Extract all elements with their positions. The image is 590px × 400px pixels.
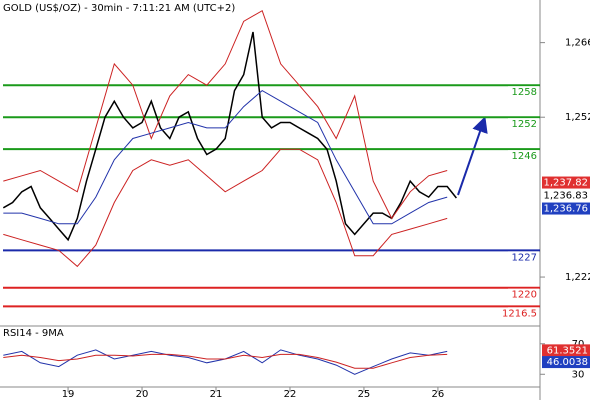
level-label: 1220	[512, 290, 537, 301]
x-tick-label: 25	[358, 389, 371, 400]
x-tick-label: 21	[210, 389, 223, 400]
level-label: 1246	[512, 151, 537, 162]
level-label: 1258	[512, 87, 537, 98]
level-label-box	[508, 118, 539, 131]
level-label-box	[508, 307, 539, 320]
price-tag-label: 1,236.83	[543, 191, 588, 202]
forecast-arrow	[457, 116, 488, 196]
indicator-line	[3, 9, 448, 220]
level-label-box	[508, 288, 539, 301]
rsi-tick-label: 70	[572, 339, 585, 350]
price-tag	[542, 344, 590, 357]
price-tag	[542, 189, 590, 202]
level-label-box	[508, 86, 539, 99]
price-tag-label: 1,237.82	[543, 178, 588, 189]
rsi-title: RSI14 - 9MA	[3, 328, 64, 339]
y-tick-label: 1,222	[565, 272, 590, 283]
rsi-line	[3, 353, 448, 369]
y-tick-label: 1,266	[565, 38, 590, 49]
rsi-tick-label: 30	[572, 369, 585, 380]
level-label-box	[508, 150, 539, 163]
x-tick-label: 20	[136, 389, 149, 400]
price-tag	[542, 356, 590, 369]
level-label: 1227	[512, 252, 537, 263]
x-tick-label: 19	[62, 389, 75, 400]
level-label-box	[508, 251, 539, 264]
level-label: 1252	[512, 119, 537, 130]
price-tag-label: 1,236.76	[543, 204, 588, 215]
x-tick-label: 22	[284, 389, 297, 400]
level-label: 1216.5	[502, 308, 537, 319]
y-tick-label: 1,252	[565, 112, 590, 123]
price-tag-label: 46.0038	[547, 357, 588, 368]
chart-title: GOLD (US$/OZ) - 30min - 7:11:21 AM (UTC+…	[3, 3, 235, 14]
price-tag	[542, 202, 590, 215]
indicator-line	[3, 148, 448, 268]
price-tag	[542, 176, 590, 189]
indicator-line	[3, 89, 448, 225]
x-tick-label: 26	[432, 389, 445, 400]
price-line	[2, 31, 457, 242]
price-tag-label: 61.3521	[547, 345, 588, 356]
